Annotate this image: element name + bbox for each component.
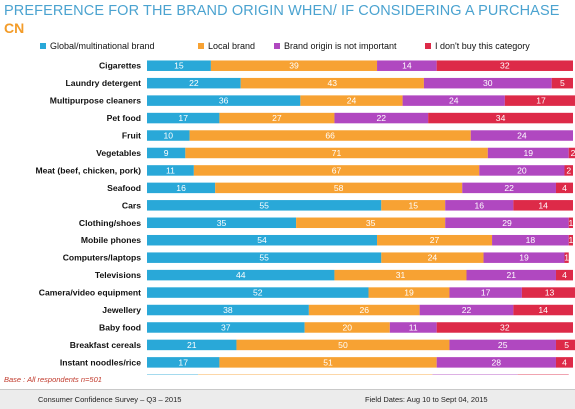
value-label-multipurpose-cleaners-not-important: 24 bbox=[449, 96, 459, 106]
value-label-vegetables-dont-buy: 2 bbox=[571, 148, 575, 158]
value-label-fruit-not-important: 24 bbox=[517, 131, 527, 141]
value-label-mobile-phones-not-important: 18 bbox=[526, 235, 536, 245]
value-label-laundry-detergent-not-important: 30 bbox=[483, 78, 493, 88]
value-label-instant-noodles-rice-dont-buy: 4 bbox=[562, 357, 567, 367]
value-label-cigarettes-global: 15 bbox=[174, 61, 184, 71]
value-label-multipurpose-cleaners-local: 24 bbox=[347, 96, 357, 106]
value-label-clothing-shoes-local: 35 bbox=[366, 218, 376, 228]
value-label-computers-laptops-global: 55 bbox=[259, 253, 269, 263]
value-label-camera-video-equipment-dont-buy: 13 bbox=[545, 288, 555, 298]
value-label-instant-noodles-rice-not-important: 28 bbox=[492, 357, 502, 367]
value-label-vegetables-not-important: 19 bbox=[523, 148, 533, 158]
value-label-camera-video-equipment-global: 52 bbox=[253, 288, 263, 298]
value-label-mobile-phones-dont-buy: 1 bbox=[568, 235, 573, 245]
category-label-jewellery: Jewellery bbox=[102, 305, 141, 315]
value-label-mobile-phones-local: 27 bbox=[430, 235, 440, 245]
value-label-televisions-local: 31 bbox=[396, 270, 406, 280]
value-label-laundry-detergent-global: 22 bbox=[189, 78, 199, 88]
value-label-clothing-shoes-not-important: 29 bbox=[502, 218, 512, 228]
value-label-cars-not-important: 16 bbox=[474, 200, 484, 210]
value-label-televisions-global: 44 bbox=[236, 270, 246, 280]
value-label-breakfast-cereals-not-important: 25 bbox=[498, 340, 508, 350]
value-label-breakfast-cereals-dont-buy: 5 bbox=[564, 340, 569, 350]
value-label-jewellery-not-important: 22 bbox=[462, 305, 472, 315]
value-label-televisions-not-important: 21 bbox=[506, 270, 516, 280]
value-label-laundry-detergent-dont-buy: 5 bbox=[560, 78, 565, 88]
value-label-jewellery-global: 38 bbox=[223, 305, 233, 315]
value-label-pet-food-global: 17 bbox=[178, 113, 188, 123]
value-label-camera-video-equipment-not-important: 17 bbox=[481, 288, 491, 298]
value-label-seafood-global: 16 bbox=[176, 183, 186, 193]
category-label-meat-beef-chicken-pork: Meat (beef, chicken, pork) bbox=[35, 165, 141, 175]
value-label-computers-laptops-local: 24 bbox=[428, 253, 438, 263]
base-note: Base : All respondents n=501 bbox=[4, 375, 102, 384]
value-label-fruit-global: 10 bbox=[164, 131, 174, 141]
category-label-clothing-shoes: Clothing/shoes bbox=[79, 218, 141, 228]
value-label-mobile-phones-global: 54 bbox=[257, 235, 267, 245]
value-label-instant-noodles-rice-global: 17 bbox=[178, 357, 188, 367]
category-label-laundry-detergent: Laundry detergent bbox=[66, 78, 142, 88]
category-label-seafood: Seafood bbox=[107, 183, 141, 193]
value-label-meat-beef-chicken-pork-not-important: 20 bbox=[517, 165, 527, 175]
category-label-fruit: Fruit bbox=[122, 131, 141, 141]
category-label-breakfast-cereals: Breakfast cereals bbox=[70, 340, 141, 350]
category-label-vegetables: Vegetables bbox=[96, 148, 141, 158]
category-label-cigarettes: Cigarettes bbox=[99, 61, 141, 71]
value-label-fruit-local: 66 bbox=[325, 131, 335, 141]
category-label-instant-noodles-rice: Instant noodles/rice bbox=[60, 357, 141, 367]
value-label-baby-food-not-important: 11 bbox=[409, 322, 418, 332]
value-label-camera-video-equipment-local: 19 bbox=[404, 288, 414, 298]
category-label-camera-video-equipment: Camera/video equipment bbox=[39, 288, 141, 298]
value-label-breakfast-cereals-global: 21 bbox=[187, 340, 197, 350]
value-label-vegetables-local: 71 bbox=[332, 148, 342, 158]
value-label-seafood-not-important: 22 bbox=[504, 183, 514, 193]
category-label-baby-food: Baby food bbox=[99, 322, 141, 332]
category-label-televisions: Televisions bbox=[95, 270, 141, 280]
value-label-computers-laptops-dont-buy: 1 bbox=[564, 253, 569, 263]
value-label-meat-beef-chicken-pork-local: 67 bbox=[332, 165, 342, 175]
value-label-computers-laptops-not-important: 19 bbox=[519, 253, 529, 263]
value-label-cars-global: 55 bbox=[259, 200, 269, 210]
value-label-baby-food-global: 37 bbox=[221, 322, 231, 332]
value-label-baby-food-dont-buy: 32 bbox=[500, 322, 510, 332]
value-label-televisions-dont-buy: 4 bbox=[562, 270, 567, 280]
field-dates: Field Dates: Aug 10 to Sept 04, 2015 bbox=[365, 395, 488, 404]
category-label-mobile-phones: Mobile phones bbox=[81, 235, 141, 245]
value-label-instant-noodles-rice-local: 51 bbox=[323, 357, 333, 367]
value-label-pet-food-dont-buy: 34 bbox=[496, 113, 506, 123]
value-label-vegetables-global: 9 bbox=[164, 148, 169, 158]
value-label-meat-beef-chicken-pork-dont-buy: 2 bbox=[566, 165, 571, 175]
value-label-jewellery-dont-buy: 14 bbox=[538, 305, 548, 315]
value-label-breakfast-cereals-local: 50 bbox=[338, 340, 348, 350]
value-label-jewellery-local: 26 bbox=[359, 305, 369, 315]
category-label-cars: Cars bbox=[122, 200, 141, 210]
value-label-multipurpose-cleaners-global: 36 bbox=[219, 96, 229, 106]
category-label-multipurpose-cleaners: Multipurpose cleaners bbox=[50, 96, 141, 106]
value-label-baby-food-local: 20 bbox=[342, 322, 352, 332]
value-label-clothing-shoes-dont-buy: 1 bbox=[568, 218, 573, 228]
category-label-pet-food: Pet food bbox=[107, 113, 141, 123]
survey-name: Consumer Confidence Survey – Q3 – 2015 bbox=[38, 395, 181, 404]
value-label-cigarettes-local: 39 bbox=[289, 61, 299, 71]
value-label-meat-beef-chicken-pork-global: 11 bbox=[166, 165, 175, 175]
value-label-cars-dont-buy: 14 bbox=[538, 200, 548, 210]
value-label-seafood-dont-buy: 4 bbox=[562, 183, 567, 193]
footer-bar: Consumer Confidence Survey – Q3 – 2015 F… bbox=[0, 389, 575, 409]
value-label-cars-local: 15 bbox=[408, 200, 418, 210]
value-label-laundry-detergent-local: 43 bbox=[328, 78, 338, 88]
value-label-cigarettes-not-important: 14 bbox=[402, 61, 412, 71]
category-label-computers-laptops: Computers/laptops bbox=[63, 253, 142, 263]
value-label-cigarettes-dont-buy: 32 bbox=[500, 61, 510, 71]
value-label-pet-food-not-important: 22 bbox=[377, 113, 387, 123]
value-label-pet-food-local: 27 bbox=[272, 113, 282, 123]
value-label-clothing-shoes-global: 35 bbox=[217, 218, 227, 228]
value-label-multipurpose-cleaners-dont-buy: 17 bbox=[536, 96, 546, 106]
value-label-seafood-local: 58 bbox=[334, 183, 344, 193]
